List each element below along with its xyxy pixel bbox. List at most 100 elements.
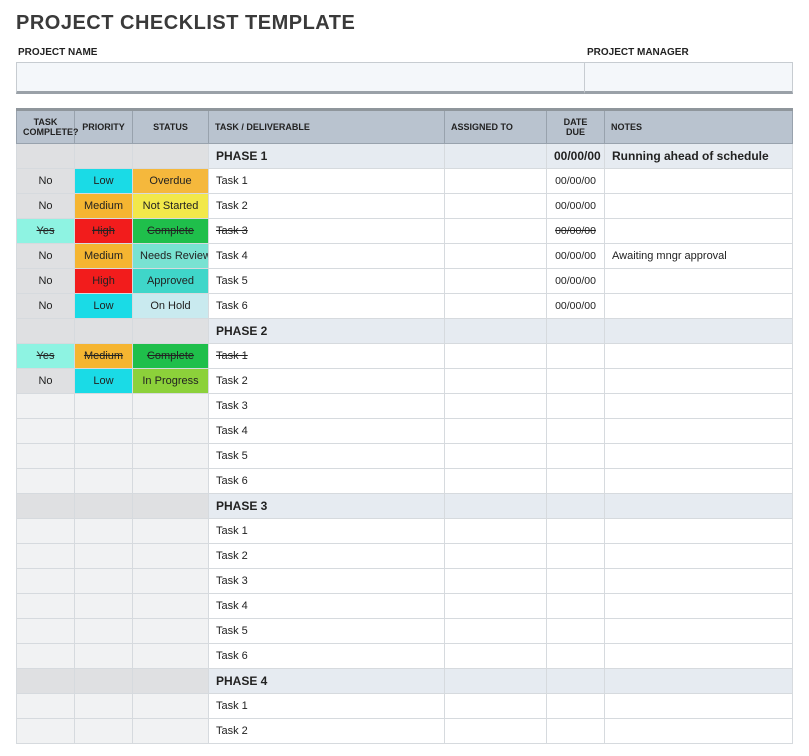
- cell-assigned[interactable]: [445, 619, 547, 644]
- cell-notes[interactable]: [605, 544, 793, 569]
- cell-due[interactable]: [547, 569, 605, 594]
- cell-task-complete[interactable]: No: [17, 194, 75, 219]
- cell-task-complete[interactable]: Yes: [17, 344, 75, 369]
- cell-status[interactable]: [133, 719, 209, 744]
- cell-status[interactable]: [133, 519, 209, 544]
- cell-status[interactable]: [133, 694, 209, 719]
- cell-status[interactable]: [133, 444, 209, 469]
- cell-priority[interactable]: Medium: [75, 194, 133, 219]
- cell-notes[interactable]: [605, 294, 793, 319]
- cell-notes[interactable]: [605, 169, 793, 194]
- cell-priority[interactable]: [75, 694, 133, 719]
- cell-task[interactable]: Task 5: [209, 619, 445, 644]
- phase-cell[interactable]: [75, 494, 133, 519]
- cell-task[interactable]: Task 2: [209, 194, 445, 219]
- cell-priority[interactable]: Medium: [75, 344, 133, 369]
- cell-due[interactable]: [547, 594, 605, 619]
- cell-status[interactable]: Needs Review: [133, 244, 209, 269]
- cell-assigned[interactable]: [445, 519, 547, 544]
- cell-task-complete[interactable]: No: [17, 169, 75, 194]
- cell-priority[interactable]: [75, 519, 133, 544]
- phase-notes[interactable]: [605, 494, 793, 519]
- cell-task[interactable]: Task 4: [209, 244, 445, 269]
- cell-due[interactable]: [547, 394, 605, 419]
- cell-assigned[interactable]: [445, 169, 547, 194]
- cell-priority[interactable]: [75, 719, 133, 744]
- cell-notes[interactable]: [605, 194, 793, 219]
- cell-due[interactable]: [547, 544, 605, 569]
- cell-status[interactable]: Not Started: [133, 194, 209, 219]
- cell-status[interactable]: Complete: [133, 219, 209, 244]
- cell-notes[interactable]: [605, 644, 793, 669]
- cell-due[interactable]: [547, 444, 605, 469]
- phase-cell[interactable]: [133, 494, 209, 519]
- cell-notes[interactable]: [605, 344, 793, 369]
- cell-priority[interactable]: Low: [75, 169, 133, 194]
- cell-task[interactable]: Task 1: [209, 344, 445, 369]
- cell-notes[interactable]: [605, 394, 793, 419]
- cell-assigned[interactable]: [445, 269, 547, 294]
- cell-priority[interactable]: Low: [75, 369, 133, 394]
- cell-assigned[interactable]: [445, 694, 547, 719]
- cell-due[interactable]: [547, 644, 605, 669]
- phase-label[interactable]: PHASE 2: [209, 319, 445, 344]
- cell-task-complete[interactable]: No: [17, 269, 75, 294]
- cell-assigned[interactable]: [445, 369, 547, 394]
- cell-task-complete[interactable]: [17, 594, 75, 619]
- cell-notes[interactable]: [605, 569, 793, 594]
- cell-notes[interactable]: [605, 419, 793, 444]
- cell-notes[interactable]: [605, 269, 793, 294]
- cell-task-complete[interactable]: [17, 694, 75, 719]
- cell-assigned[interactable]: [445, 219, 547, 244]
- phase-cell[interactable]: [17, 494, 75, 519]
- cell-notes[interactable]: [605, 594, 793, 619]
- cell-task[interactable]: Task 4: [209, 419, 445, 444]
- phase-due[interactable]: 00/00/00: [547, 144, 605, 169]
- cell-status[interactable]: Approved: [133, 269, 209, 294]
- cell-assigned[interactable]: [445, 294, 547, 319]
- cell-task[interactable]: Task 1: [209, 519, 445, 544]
- cell-due[interactable]: [547, 519, 605, 544]
- cell-priority[interactable]: Medium: [75, 244, 133, 269]
- cell-notes[interactable]: [605, 519, 793, 544]
- cell-priority[interactable]: [75, 619, 133, 644]
- cell-assigned[interactable]: [445, 544, 547, 569]
- cell-task[interactable]: Task 6: [209, 294, 445, 319]
- cell-due[interactable]: 00/00/00: [547, 244, 605, 269]
- cell-priority[interactable]: High: [75, 219, 133, 244]
- cell-task[interactable]: Task 5: [209, 269, 445, 294]
- cell-assigned[interactable]: [445, 244, 547, 269]
- cell-task[interactable]: Task 3: [209, 569, 445, 594]
- cell-due[interactable]: [547, 369, 605, 394]
- cell-priority[interactable]: [75, 644, 133, 669]
- cell-priority[interactable]: [75, 419, 133, 444]
- cell-assigned[interactable]: [445, 719, 547, 744]
- phase-label[interactable]: PHASE 1: [209, 144, 445, 169]
- cell-priority[interactable]: High: [75, 269, 133, 294]
- cell-status[interactable]: Complete: [133, 344, 209, 369]
- phase-cell[interactable]: [445, 669, 547, 694]
- phase-cell[interactable]: [445, 494, 547, 519]
- phase-due[interactable]: [547, 669, 605, 694]
- cell-assigned[interactable]: [445, 194, 547, 219]
- cell-status[interactable]: [133, 569, 209, 594]
- phase-label[interactable]: PHASE 3: [209, 494, 445, 519]
- cell-status[interactable]: [133, 394, 209, 419]
- cell-task-complete[interactable]: [17, 444, 75, 469]
- cell-task-complete[interactable]: [17, 619, 75, 644]
- cell-assigned[interactable]: [445, 594, 547, 619]
- project-manager-input[interactable]: [585, 62, 793, 94]
- cell-assigned[interactable]: [445, 394, 547, 419]
- phase-due[interactable]: [547, 319, 605, 344]
- phase-cell[interactable]: [445, 319, 547, 344]
- cell-notes[interactable]: [605, 369, 793, 394]
- cell-status[interactable]: [133, 544, 209, 569]
- phase-cell[interactable]: [75, 669, 133, 694]
- phase-cell[interactable]: [133, 669, 209, 694]
- phase-cell[interactable]: [17, 144, 75, 169]
- phase-due[interactable]: [547, 494, 605, 519]
- cell-notes[interactable]: [605, 444, 793, 469]
- cell-task-complete[interactable]: [17, 469, 75, 494]
- cell-assigned[interactable]: [445, 419, 547, 444]
- cell-notes[interactable]: Awaiting mngr approval: [605, 244, 793, 269]
